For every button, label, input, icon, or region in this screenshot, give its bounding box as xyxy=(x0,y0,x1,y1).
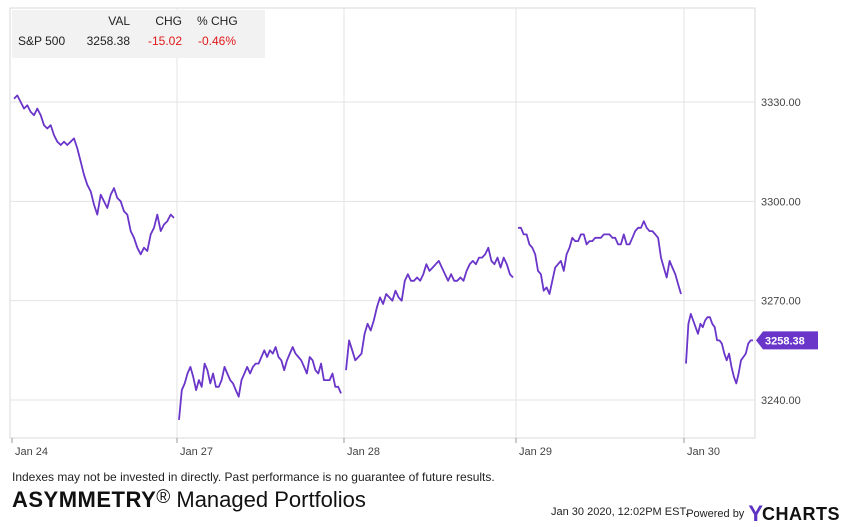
y-tick-label: 3300.00 xyxy=(761,196,801,208)
series-line-jan-30 xyxy=(685,312,753,385)
legend-header-val: VAL xyxy=(108,14,130,28)
series-line-jan-29 xyxy=(518,220,682,295)
x-tick-label: Jan 27 xyxy=(180,446,213,458)
x-tick-label: Jan 30 xyxy=(687,446,720,458)
powered-by-ycharts[interactable]: Powered by Y CHARTS xyxy=(686,501,840,527)
legend-series-name: S&P 500 xyxy=(18,34,66,48)
brand-tagline: Managed Portfolios xyxy=(170,487,366,512)
last-value-label: 3258.38 xyxy=(765,335,805,347)
legend-header-pct: % CHG xyxy=(197,14,238,28)
brand-name: ASYMMETRY xyxy=(12,487,157,512)
ycharts-logo-text: CHARTS xyxy=(762,503,840,524)
series-line-jan-27 xyxy=(178,346,342,420)
brand-logo: ASYMMETRY® Managed Portfolios xyxy=(12,487,366,513)
series-line-jan-24 xyxy=(13,94,175,256)
legend-change: -15.02 xyxy=(147,34,182,48)
chart-axes: 3330.00 3300.00 3270.00 3240.00 Jan 24 Jan 27… xyxy=(11,97,818,458)
x-tick-label: Jan 28 xyxy=(347,446,380,458)
y-tick-label: 3240.00 xyxy=(761,395,801,407)
brand-registered-mark: ® xyxy=(156,487,171,508)
legend-value: 3258.38 xyxy=(86,34,130,48)
ycharts-logo-y-icon: Y xyxy=(748,501,763,526)
plot-frame xyxy=(9,7,756,439)
powered-by-label: Powered by xyxy=(686,508,745,520)
disclaimer-text: Indexes may not be invested in directly.… xyxy=(12,470,495,484)
y-tick-label: 3270.00 xyxy=(761,296,801,308)
x-tick-label: Jan 29 xyxy=(519,446,552,458)
last-value-flag: 3258.38 xyxy=(756,331,818,350)
chart-lines xyxy=(13,94,753,420)
y-tick-label: 3330.00 xyxy=(761,97,801,109)
series-line-jan-28 xyxy=(345,246,514,371)
x-tick-label: Jan 24 xyxy=(15,446,48,458)
quote-legend: VAL CHG % CHG S&P 500 3258.38 -15.02 -0.… xyxy=(12,10,265,58)
chart-grid xyxy=(9,7,756,439)
timestamp: Jan 30 2020, 12:02PM EST. xyxy=(551,506,688,518)
legend-percent-change: -0.46% xyxy=(198,34,237,48)
last-value-flag-bg xyxy=(756,331,818,350)
legend-header-chg: CHG xyxy=(155,14,182,28)
